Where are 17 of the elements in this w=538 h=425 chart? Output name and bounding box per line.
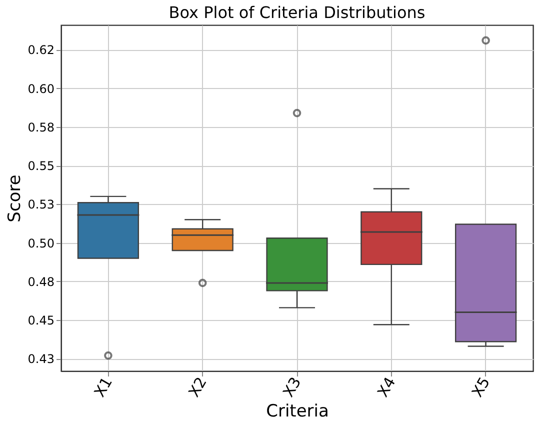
x-tick-label: X1 [90,374,116,400]
y-tick-label: 0.60 [28,82,54,96]
y-tick-label: 0.62 [28,43,54,58]
x-tick-label: X5 [468,374,494,400]
x-tick-label: X3 [279,374,305,400]
x-tick-label: X2 [184,374,210,400]
y-tick-label: 0.58 [28,120,54,134]
y-tick-label: 0.55 [28,159,54,174]
chart-title: Box Plot of Criteria Distributions [168,3,426,22]
y-tick-label: 0.43 [28,352,54,366]
y-tick-label: 0.48 [28,274,54,289]
y-tick-label: 0.45 [28,314,54,328]
y-tick-label: 0.53 [28,198,54,212]
y-tick-label: 0.50 [28,236,54,250]
x-axis-title: Criteria [266,402,329,422]
y-axis-title: Score [4,174,25,222]
x-tick-label: X4 [374,374,400,400]
